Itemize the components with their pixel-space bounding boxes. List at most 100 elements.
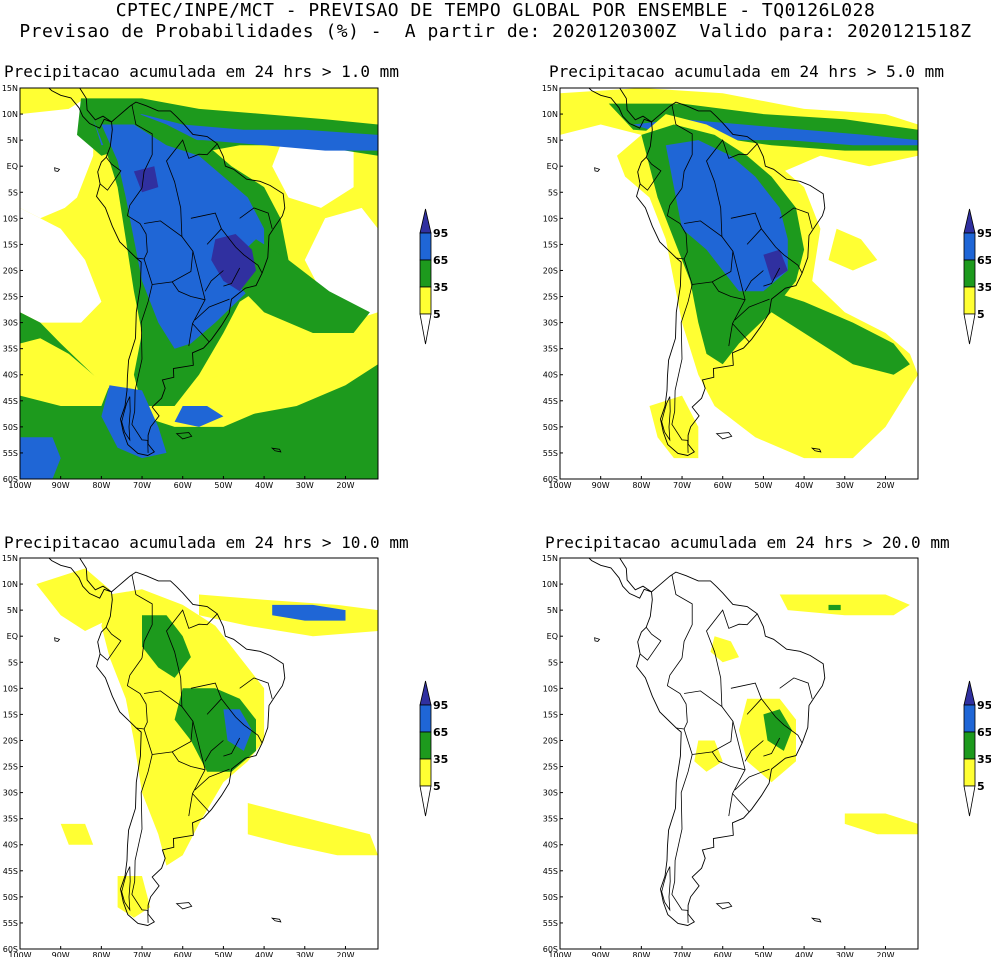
probability-region — [828, 604, 841, 611]
lon-label: 30W — [836, 951, 854, 957]
lat-label: 40S — [543, 371, 558, 380]
country-border — [223, 267, 241, 287]
island-outline — [661, 396, 671, 442]
country-border — [671, 104, 693, 189]
lon-label: 80W — [92, 951, 110, 957]
legend-swatch — [419, 731, 432, 760]
island-outline — [175, 902, 193, 910]
lon-label: 100W — [548, 481, 571, 490]
probability-region — [60, 823, 94, 845]
lat-label: 5N — [7, 606, 18, 615]
country-border — [730, 682, 762, 699]
lat-label: 30S — [3, 789, 18, 798]
probability-region — [20, 437, 61, 479]
probability-region — [211, 234, 256, 292]
probability-region — [710, 636, 739, 663]
lat-label: 60S — [543, 945, 558, 954]
lon-label: 60W — [714, 481, 732, 490]
island-outline — [175, 432, 193, 440]
island-outline — [594, 167, 601, 172]
legend-arrow-bottom — [419, 785, 432, 817]
lat-label: 20S — [3, 266, 18, 275]
lat-label: 35S — [3, 815, 18, 824]
lat-label: 40S — [543, 841, 558, 850]
lat-label: 10S — [3, 214, 18, 223]
country-border — [171, 751, 205, 771]
legend-level-label: 35 — [433, 753, 448, 766]
lat-label: 10S — [543, 214, 558, 223]
lat-label: 10N — [2, 110, 18, 119]
country-border — [779, 207, 813, 229]
panel-3-legend: 95 65 35 5 — [419, 680, 448, 817]
coastline-central-america — [48, 558, 112, 599]
legend-arrow-bottom — [963, 313, 976, 345]
country-border — [223, 737, 241, 757]
legend-level-label: 35 — [977, 281, 991, 294]
lat-label: 10S — [3, 684, 18, 693]
lon-label: 40W — [255, 481, 273, 490]
panel-4-title: Precipitacao acumulada em 24 hrs > 20.0 … — [545, 533, 950, 552]
legend-swatch — [419, 259, 432, 288]
lat-label: 20S — [543, 266, 558, 275]
map-frame — [559, 87, 919, 480]
legend-level-label: 5 — [977, 308, 985, 321]
probability-region — [36, 568, 118, 631]
legend-arrow-bottom — [963, 785, 976, 817]
island-outline — [121, 396, 131, 442]
lat-label: 50S — [3, 893, 18, 902]
lat-label: 45S — [3, 397, 18, 406]
panel-3-title: Precipitacao acumulada em 24 hrs > 10.0 … — [4, 533, 409, 552]
coastline-south-america — [636, 101, 826, 456]
country-border — [744, 740, 764, 762]
panel-2-title: Precipitacao acumulada em 24 hrs > 5.0 m… — [549, 62, 944, 81]
legend-level-label: 35 — [977, 753, 991, 766]
lon-label: 40W — [795, 481, 813, 490]
lat-label: 5N — [547, 136, 558, 145]
lat-label: 60S — [3, 475, 18, 484]
legend-arrow-top — [419, 680, 432, 706]
lat-label: 45S — [3, 867, 18, 876]
legend-swatch — [963, 704, 976, 733]
island-outline — [715, 432, 733, 440]
lat-label: 5S — [548, 188, 558, 197]
lat-label: EQ — [547, 632, 558, 641]
country-border — [639, 627, 662, 661]
lon-label: 50W — [214, 481, 232, 490]
legend-level-label: 95 — [433, 699, 448, 712]
lat-label: 10N — [542, 580, 558, 589]
country-border — [639, 157, 662, 191]
country-border — [99, 157, 122, 191]
legend-level-label: 95 — [977, 227, 991, 240]
lat-label: 15N — [2, 554, 18, 563]
coastline-central-america — [48, 88, 112, 129]
probability-region — [101, 385, 167, 459]
probability-region — [223, 239, 370, 333]
country-border — [666, 657, 693, 755]
lat-label: 40S — [3, 841, 18, 850]
legend-arrow-bottom — [419, 313, 432, 345]
lon-label: 90W — [52, 951, 70, 957]
lon-label: 20W — [336, 481, 354, 490]
country-border — [711, 751, 745, 771]
country-border — [194, 768, 230, 791]
lat-label: 30S — [3, 319, 18, 328]
probability-region — [247, 803, 378, 856]
lat-label: 15S — [543, 710, 558, 719]
lat-label: 10N — [2, 580, 18, 589]
legend-level-label: 95 — [433, 227, 448, 240]
probability-region — [93, 114, 378, 151]
panel-1-title: Precipitacao acumulada em 24 hrs > 1.0 m… — [4, 62, 399, 81]
lat-label: 15S — [3, 240, 18, 249]
country-border — [671, 574, 693, 659]
lat-label: 20S — [543, 736, 558, 745]
legend-swatch — [419, 232, 432, 261]
probability-region — [133, 166, 159, 193]
panel-1-map: 15N 10N 5N EQ 5S 10S 15S 20S 25S 30S 35S 40S 45S 50S 5… — [2, 84, 379, 490]
lon-label: 40W — [255, 951, 273, 957]
lon-label: 40W — [795, 951, 813, 957]
legend-swatch — [963, 232, 976, 261]
country-border — [188, 323, 193, 347]
country-border — [131, 574, 153, 659]
island-outline — [810, 447, 822, 453]
legend-level-label: 5 — [433, 308, 441, 321]
